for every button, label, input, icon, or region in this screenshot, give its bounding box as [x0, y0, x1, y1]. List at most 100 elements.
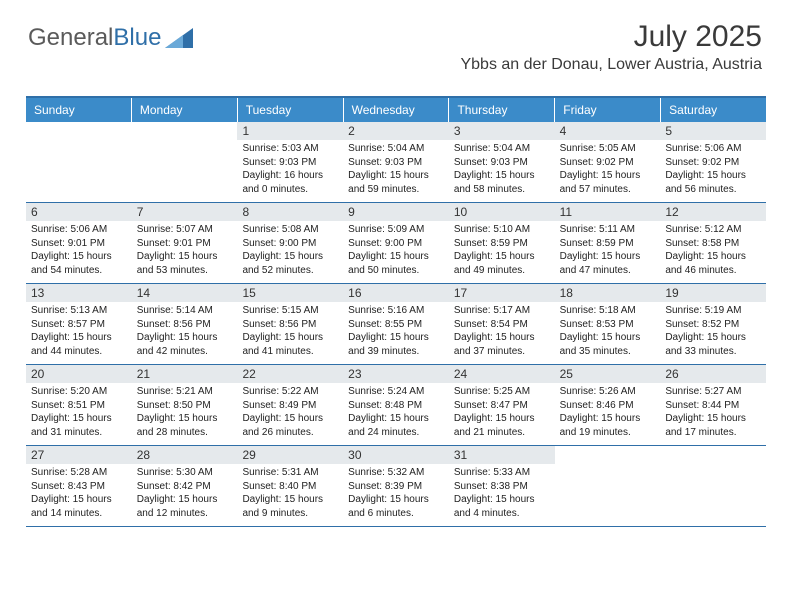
day-cell: 4Sunrise: 5:05 AMSunset: 9:02 PMDaylight… — [555, 122, 661, 202]
sunset-text: Sunset: 8:48 PM — [348, 399, 444, 413]
day-cell: 5Sunrise: 5:06 AMSunset: 9:02 PMDaylight… — [660, 122, 766, 202]
day-number: 7 — [132, 203, 238, 221]
day-number: 21 — [132, 365, 238, 383]
day-cell: 10Sunrise: 5:10 AMSunset: 8:59 PMDayligh… — [449, 203, 555, 283]
day-detail: Sunrise: 5:32 AMSunset: 8:39 PMDaylight:… — [348, 466, 444, 520]
day-detail: Sunrise: 5:11 AMSunset: 8:59 PMDaylight:… — [560, 223, 656, 277]
sunset-text: Sunset: 9:02 PM — [560, 156, 656, 170]
daylight-text: Daylight: 15 hours and 9 minutes. — [242, 493, 338, 520]
day-detail: Sunrise: 5:08 AMSunset: 9:00 PMDaylight:… — [242, 223, 338, 277]
day-detail: Sunrise: 5:16 AMSunset: 8:55 PMDaylight:… — [348, 304, 444, 358]
sunset-text: Sunset: 8:59 PM — [454, 237, 550, 251]
week-row: 6Sunrise: 5:06 AMSunset: 9:01 PMDaylight… — [26, 203, 766, 284]
brand-triangle-icon — [165, 28, 193, 48]
day-cell: 14Sunrise: 5:14 AMSunset: 8:56 PMDayligh… — [132, 284, 238, 364]
day-detail: Sunrise: 5:20 AMSunset: 8:51 PMDaylight:… — [31, 385, 127, 439]
sunrise-text: Sunrise: 5:30 AM — [137, 466, 233, 480]
sunrise-text: Sunrise: 5:10 AM — [454, 223, 550, 237]
week-row: 20Sunrise: 5:20 AMSunset: 8:51 PMDayligh… — [26, 365, 766, 446]
location-label: Ybbs an der Donau, Lower Austria, Austri… — [460, 56, 762, 74]
day-cell: 2Sunrise: 5:04 AMSunset: 9:03 PMDaylight… — [343, 122, 449, 202]
sunset-text: Sunset: 8:55 PM — [348, 318, 444, 332]
daylight-text: Daylight: 15 hours and 52 minutes. — [242, 250, 338, 277]
sunset-text: Sunset: 9:03 PM — [454, 156, 550, 170]
sunrise-text: Sunrise: 5:33 AM — [454, 466, 550, 480]
sunrise-text: Sunrise: 5:16 AM — [348, 304, 444, 318]
daylight-text: Daylight: 15 hours and 26 minutes. — [242, 412, 338, 439]
day-cell: . — [132, 122, 238, 202]
day-cell: 17Sunrise: 5:17 AMSunset: 8:54 PMDayligh… — [449, 284, 555, 364]
day-number: 16 — [343, 284, 449, 302]
sunset-text: Sunset: 8:56 PM — [242, 318, 338, 332]
day-number: 1 — [237, 122, 343, 140]
dayhead-thursday: Thursday — [449, 98, 555, 122]
daylight-text: Daylight: 15 hours and 46 minutes. — [665, 250, 761, 277]
day-number: 14 — [132, 284, 238, 302]
sunrise-text: Sunrise: 5:06 AM — [31, 223, 127, 237]
sunrise-text: Sunrise: 5:19 AM — [665, 304, 761, 318]
day-detail: Sunrise: 5:31 AMSunset: 8:40 PMDaylight:… — [242, 466, 338, 520]
day-number: 12 — [660, 203, 766, 221]
day-number: 18 — [555, 284, 661, 302]
daylight-text: Daylight: 15 hours and 54 minutes. — [31, 250, 127, 277]
sunrise-text: Sunrise: 5:09 AM — [348, 223, 444, 237]
day-detail: Sunrise: 5:25 AMSunset: 8:47 PMDaylight:… — [454, 385, 550, 439]
sunset-text: Sunset: 8:46 PM — [560, 399, 656, 413]
day-detail: Sunrise: 5:22 AMSunset: 8:49 PMDaylight:… — [242, 385, 338, 439]
day-cell: 21Sunrise: 5:21 AMSunset: 8:50 PMDayligh… — [132, 365, 238, 445]
day-cell: 24Sunrise: 5:25 AMSunset: 8:47 PMDayligh… — [449, 365, 555, 445]
day-cell: 6Sunrise: 5:06 AMSunset: 9:01 PMDaylight… — [26, 203, 132, 283]
daylight-text: Daylight: 15 hours and 37 minutes. — [454, 331, 550, 358]
sunrise-text: Sunrise: 5:24 AM — [348, 385, 444, 399]
sunset-text: Sunset: 8:59 PM — [560, 237, 656, 251]
day-detail: Sunrise: 5:04 AMSunset: 9:03 PMDaylight:… — [454, 142, 550, 196]
sunset-text: Sunset: 8:42 PM — [137, 480, 233, 494]
brand-part1: General — [28, 24, 113, 52]
day-number: 15 — [237, 284, 343, 302]
calendar-grid: Sunday Monday Tuesday Wednesday Thursday… — [26, 96, 766, 527]
day-detail: Sunrise: 5:24 AMSunset: 8:48 PMDaylight:… — [348, 385, 444, 439]
daylight-text: Daylight: 15 hours and 53 minutes. — [137, 250, 233, 277]
day-number: 22 — [237, 365, 343, 383]
dayhead-monday: Monday — [132, 98, 238, 122]
day-detail: Sunrise: 5:30 AMSunset: 8:42 PMDaylight:… — [137, 466, 233, 520]
day-cell: 9Sunrise: 5:09 AMSunset: 9:00 PMDaylight… — [343, 203, 449, 283]
daylight-text: Daylight: 15 hours and 17 minutes. — [665, 412, 761, 439]
day-detail: Sunrise: 5:06 AMSunset: 9:01 PMDaylight:… — [31, 223, 127, 277]
sunset-text: Sunset: 8:51 PM — [31, 399, 127, 413]
week-row: ..1Sunrise: 5:03 AMSunset: 9:03 PMDaylig… — [26, 122, 766, 203]
daylight-text: Daylight: 15 hours and 56 minutes. — [665, 169, 761, 196]
day-number: 17 — [449, 284, 555, 302]
sunrise-text: Sunrise: 5:12 AM — [665, 223, 761, 237]
day-number: 31 — [449, 446, 555, 464]
sunrise-text: Sunrise: 5:27 AM — [665, 385, 761, 399]
brand-logo: GeneralBlue — [28, 24, 193, 52]
sunrise-text: Sunrise: 5:28 AM — [31, 466, 127, 480]
daylight-text: Daylight: 15 hours and 24 minutes. — [348, 412, 444, 439]
sunset-text: Sunset: 8:40 PM — [242, 480, 338, 494]
week-row: 27Sunrise: 5:28 AMSunset: 8:43 PMDayligh… — [26, 446, 766, 527]
day-cell: 25Sunrise: 5:26 AMSunset: 8:46 PMDayligh… — [555, 365, 661, 445]
sunset-text: Sunset: 9:00 PM — [242, 237, 338, 251]
sunrise-text: Sunrise: 5:13 AM — [31, 304, 127, 318]
day-number: 27 — [26, 446, 132, 464]
calendar-header: July 2025 Ybbs an der Donau, Lower Austr… — [460, 20, 762, 74]
day-cell: . — [555, 446, 661, 526]
day-detail: Sunrise: 5:04 AMSunset: 9:03 PMDaylight:… — [348, 142, 444, 196]
sunrise-text: Sunrise: 5:26 AM — [560, 385, 656, 399]
day-cell: 30Sunrise: 5:32 AMSunset: 8:39 PMDayligh… — [343, 446, 449, 526]
day-cell: 20Sunrise: 5:20 AMSunset: 8:51 PMDayligh… — [26, 365, 132, 445]
day-cell: 26Sunrise: 5:27 AMSunset: 8:44 PMDayligh… — [660, 365, 766, 445]
daylight-text: Daylight: 15 hours and 31 minutes. — [31, 412, 127, 439]
sunrise-text: Sunrise: 5:20 AM — [31, 385, 127, 399]
daylight-text: Daylight: 15 hours and 58 minutes. — [454, 169, 550, 196]
day-detail: Sunrise: 5:10 AMSunset: 8:59 PMDaylight:… — [454, 223, 550, 277]
day-number: 23 — [343, 365, 449, 383]
day-cell: 13Sunrise: 5:13 AMSunset: 8:57 PMDayligh… — [26, 284, 132, 364]
sunrise-text: Sunrise: 5:04 AM — [348, 142, 444, 156]
daylight-text: Daylight: 15 hours and 19 minutes. — [560, 412, 656, 439]
sunrise-text: Sunrise: 5:03 AM — [242, 142, 338, 156]
sunrise-text: Sunrise: 5:31 AM — [242, 466, 338, 480]
daylight-text: Daylight: 15 hours and 47 minutes. — [560, 250, 656, 277]
day-number: 19 — [660, 284, 766, 302]
